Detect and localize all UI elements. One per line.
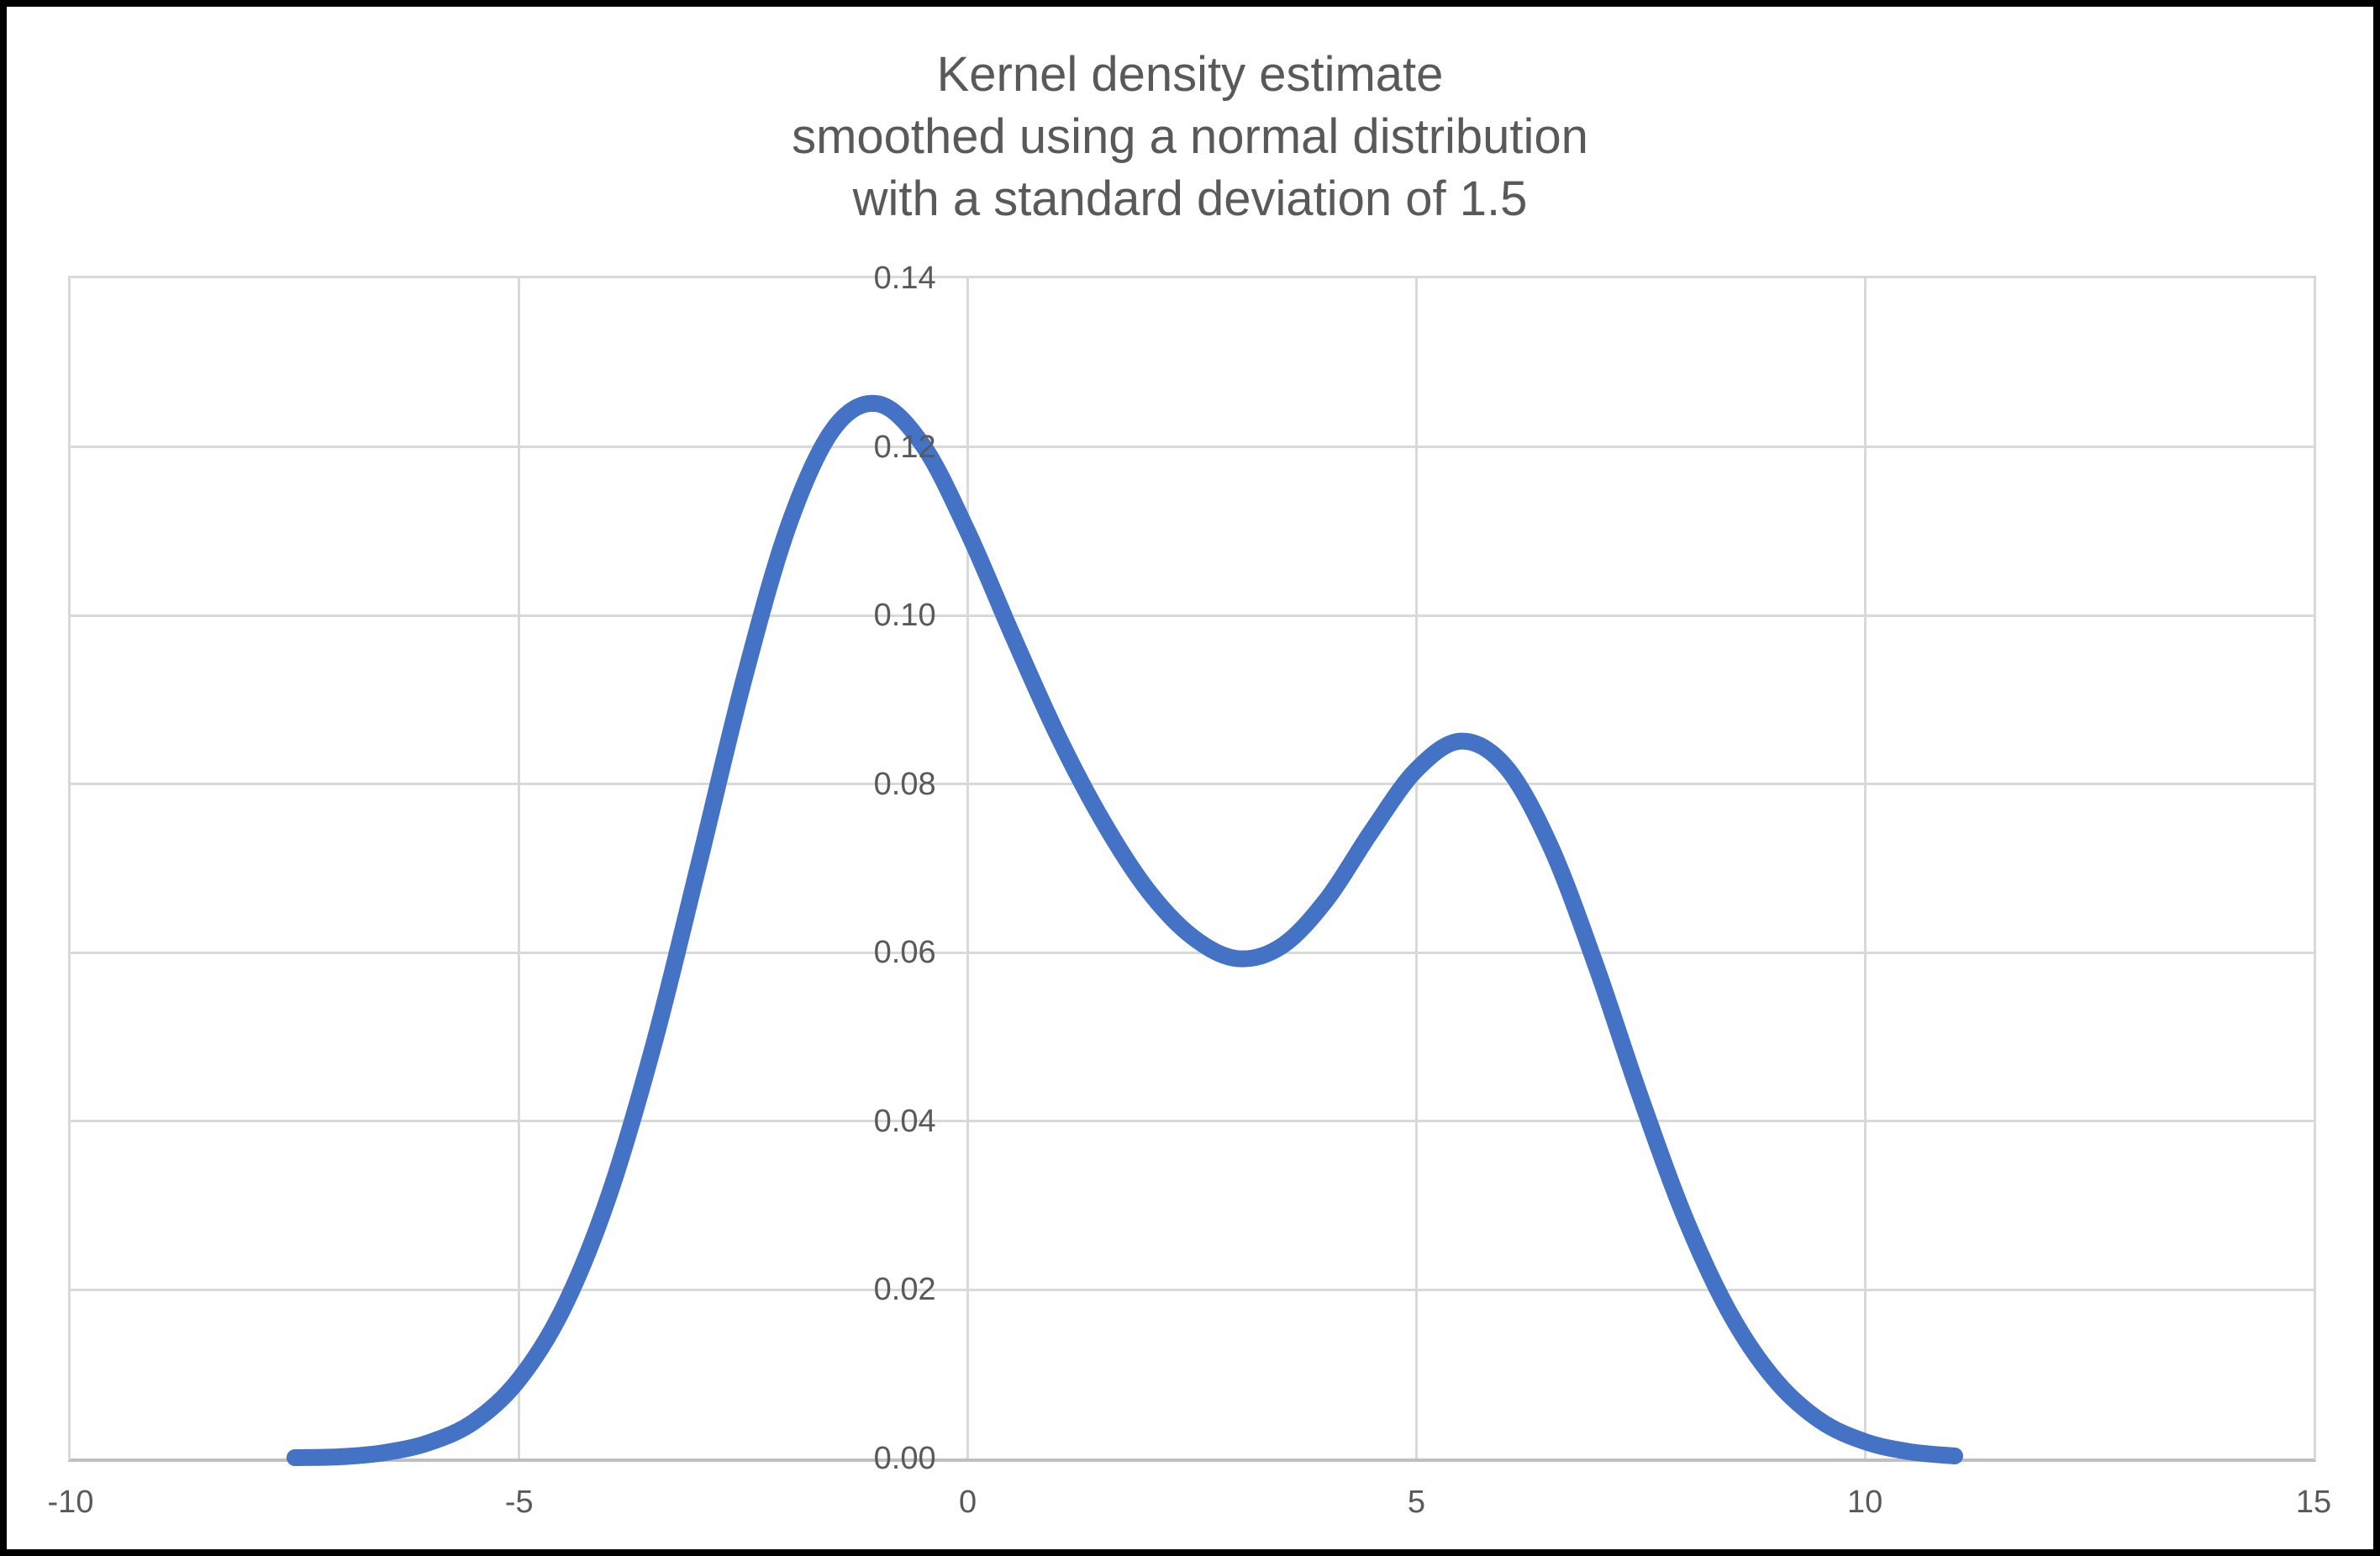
- kde-chart-figure: Kernel density estimate smoothed using a…: [7, 7, 2373, 1549]
- x-axis-label: 10: [1847, 1485, 1883, 1520]
- vertical-gridline: [518, 278, 521, 1458]
- y-axis-label: 0.10: [873, 598, 936, 634]
- horizontal-gridline: [71, 1288, 2314, 1291]
- horizontal-gridline: [71, 1120, 2314, 1123]
- vertical-gridline: [966, 278, 970, 1458]
- chart-title-line-1: Kernel density estimate: [936, 47, 1444, 102]
- y-axis-label: 0.08: [873, 766, 936, 802]
- chart-title-line-2: smoothed using a normal distribution: [792, 109, 1588, 164]
- horizontal-gridline: [71, 783, 2314, 786]
- horizontal-gridline: [71, 614, 2314, 617]
- y-axis-label: 0.04: [873, 1103, 936, 1139]
- x-axis-label: -10: [47, 1485, 94, 1520]
- kde-curve: [286, 394, 1963, 1466]
- y-axis-label: 0.06: [873, 935, 936, 971]
- plot-area: [68, 276, 2316, 1466]
- horizontal-gridline: [71, 951, 2314, 954]
- x-axis-label: -5: [504, 1485, 534, 1520]
- x-axis-label: 5: [1407, 1485, 1425, 1520]
- chart-title-line-3: with a standard deviation of 1.5: [852, 171, 1528, 226]
- vertical-gridline: [1414, 278, 1418, 1458]
- horizontal-gridline: [71, 446, 2314, 449]
- kde-curve-path: [286, 394, 1963, 1466]
- y-axis-label: 0.00: [873, 1441, 936, 1476]
- x-axis-label: 0: [959, 1485, 977, 1520]
- y-axis-label: 0.14: [873, 261, 936, 296]
- y-axis-label: 0.12: [873, 429, 936, 465]
- chart-title: Kernel density estimate smoothed using a…: [7, 44, 2373, 230]
- y-axis-label: 0.02: [873, 1272, 936, 1308]
- x-axis-label: 15: [2295, 1485, 2332, 1520]
- vertical-gridline: [1863, 278, 1867, 1458]
